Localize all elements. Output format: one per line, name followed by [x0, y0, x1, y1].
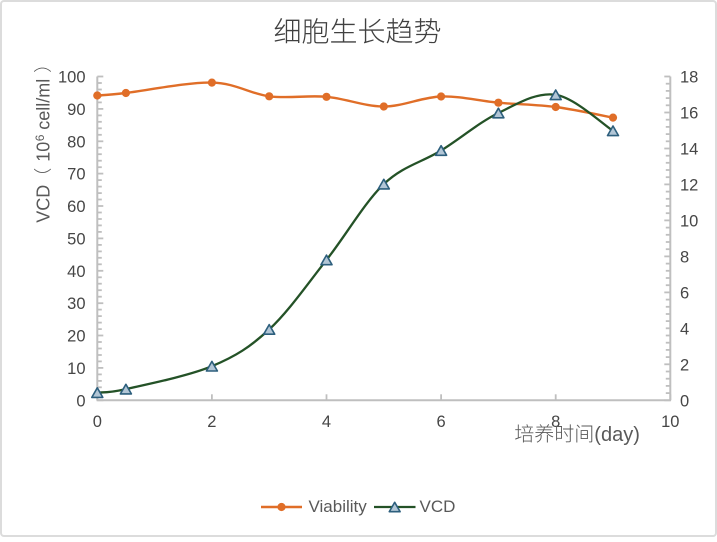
svg-text:4: 4 [322, 413, 331, 431]
svg-text:70: 70 [67, 166, 85, 184]
svg-text:60: 60 [67, 198, 85, 216]
svg-text:30: 30 [67, 295, 85, 313]
svg-text:8: 8 [551, 413, 560, 431]
svg-text:8: 8 [680, 248, 689, 266]
svg-text:0: 0 [76, 392, 85, 410]
svg-text:0: 0 [93, 413, 102, 431]
svg-text:10: 10 [67, 360, 85, 378]
svg-text:0: 0 [680, 392, 689, 410]
svg-text:20: 20 [67, 328, 85, 346]
svg-text:2: 2 [680, 356, 689, 374]
svg-text:6: 6 [437, 413, 446, 431]
svg-text:16: 16 [680, 105, 698, 123]
svg-text:100: 100 [58, 69, 86, 87]
svg-text:40: 40 [67, 263, 85, 281]
svg-text:10: 10 [661, 413, 679, 431]
svg-text:10: 10 [33, 142, 53, 162]
svg-text:6: 6 [680, 284, 689, 302]
svg-text:VCD: VCD [420, 497, 456, 516]
svg-text:cell/ml: cell/ml [33, 79, 53, 130]
svg-text:VCD: VCD [33, 185, 53, 223]
svg-text:18: 18 [680, 69, 698, 87]
svg-text:6: 6 [33, 134, 47, 141]
svg-text:50: 50 [67, 230, 85, 248]
svg-text:2: 2 [207, 413, 216, 431]
svg-text:(day): (day) [594, 424, 640, 446]
svg-text:4: 4 [680, 320, 689, 338]
svg-text:14: 14 [680, 141, 698, 159]
svg-text:80: 80 [67, 133, 85, 151]
svg-text:12: 12 [680, 176, 698, 194]
svg-text:10: 10 [680, 212, 698, 230]
svg-text:90: 90 [67, 101, 85, 119]
svg-text:Viability: Viability [309, 497, 368, 516]
